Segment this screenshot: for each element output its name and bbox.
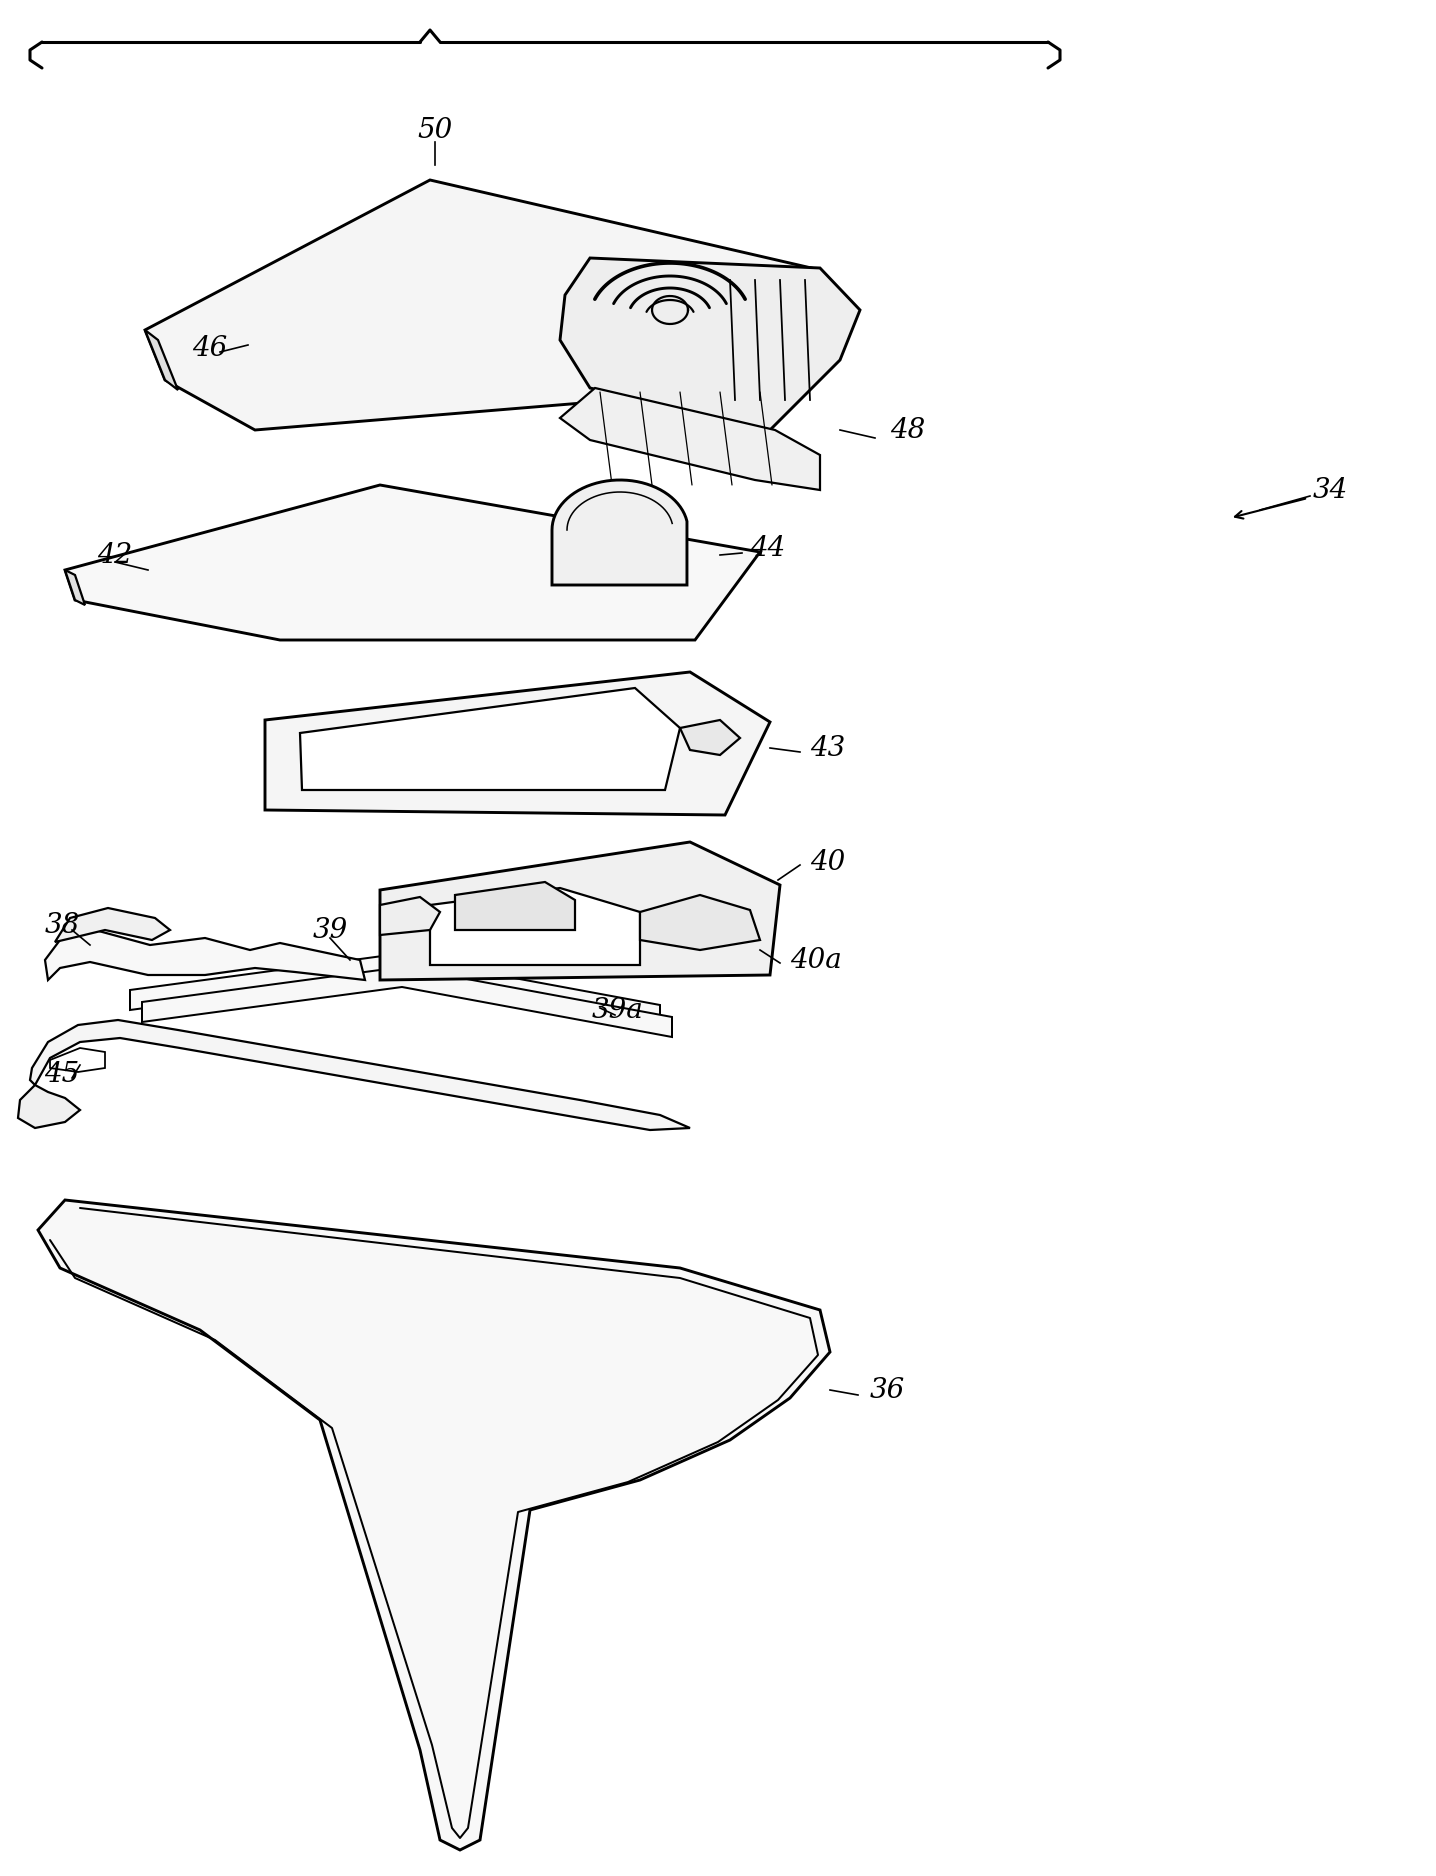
Polygon shape [55,908,169,942]
Polygon shape [45,930,365,979]
Polygon shape [30,1021,691,1129]
Polygon shape [551,480,686,585]
Text: 34: 34 [1313,477,1347,503]
Text: 46: 46 [192,334,228,362]
Polygon shape [560,259,860,430]
Polygon shape [381,842,780,979]
Text: 43: 43 [810,735,846,762]
Text: 40a: 40a [790,947,841,974]
Polygon shape [145,330,178,390]
Polygon shape [455,882,574,930]
Polygon shape [19,1084,80,1127]
Polygon shape [640,895,760,949]
Polygon shape [37,1201,830,1850]
Text: 36: 36 [870,1377,905,1403]
Polygon shape [50,1049,105,1071]
Polygon shape [266,672,770,814]
Text: 39a: 39a [592,996,643,1024]
Text: 42: 42 [98,542,132,568]
Polygon shape [300,688,681,790]
Text: 39: 39 [313,917,348,944]
Polygon shape [429,887,640,964]
Text: 40: 40 [810,848,846,876]
Polygon shape [381,897,439,934]
Text: 50: 50 [418,116,452,143]
Text: 45: 45 [45,1062,79,1088]
Polygon shape [131,955,661,1024]
Polygon shape [65,570,85,604]
Polygon shape [145,180,820,430]
Polygon shape [681,720,740,754]
Polygon shape [560,388,820,490]
Text: 48: 48 [890,416,925,443]
Polygon shape [65,486,760,640]
Text: 44: 44 [750,535,785,561]
Text: 38: 38 [45,912,79,938]
Polygon shape [142,966,672,1037]
